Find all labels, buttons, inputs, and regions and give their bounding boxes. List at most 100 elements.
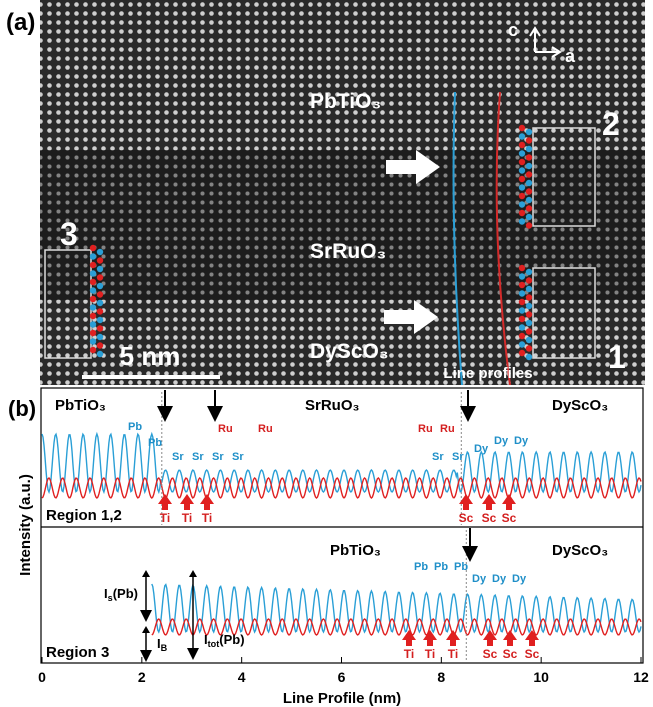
intensity-tot: Itot(Pb) (204, 632, 245, 649)
atom-label: Pb (434, 561, 448, 573)
region-label: Region 1,2 (46, 507, 122, 524)
atom-dot (96, 282, 104, 290)
atom-dot (518, 184, 526, 191)
atom-dot (518, 175, 526, 183)
atom-label: Ru (258, 423, 273, 435)
label-part: B (161, 643, 168, 653)
measure-head (142, 570, 150, 577)
intensity-trace (41, 431, 642, 495)
label-part: (Pb) (113, 586, 138, 601)
scale-bar-label: 5 nm (120, 341, 181, 371)
atom-dot (89, 321, 97, 328)
atom-label: Sr (452, 451, 464, 463)
label-part: I (204, 632, 208, 647)
layer-label: SrRuO₃ (305, 397, 360, 414)
atom-dot (89, 270, 97, 277)
atom-dot (525, 154, 533, 161)
label-part: s (108, 593, 113, 603)
atom-dot (518, 209, 526, 217)
atom-dot (525, 145, 533, 153)
intensity-trace (151, 618, 642, 636)
atom-dot (525, 319, 533, 327)
red-arrow (482, 494, 496, 510)
atom-dot (525, 336, 533, 344)
atom-label: Sr (432, 451, 444, 463)
atom-label: Pb (148, 437, 162, 449)
atom-dot (96, 308, 104, 315)
atom-label: Sr (172, 451, 184, 463)
atom-dot (518, 341, 526, 348)
label-part: (Pb) (219, 632, 244, 647)
intensity-trace (41, 477, 642, 500)
measure-head (189, 570, 197, 577)
label-part: I (104, 586, 108, 601)
atom-dot (518, 167, 526, 174)
micrograph (40, 0, 645, 386)
atom-dot (525, 345, 533, 352)
atom-dot (518, 133, 526, 140)
atom-dot (518, 332, 526, 340)
atom-dot (89, 329, 97, 337)
atom-label: Sc (502, 511, 517, 525)
atom-label: Pb (128, 421, 142, 433)
atom-dot (518, 201, 526, 208)
atom-dot (96, 333, 104, 341)
red-arrow (158, 494, 172, 510)
red-arrow (503, 630, 517, 646)
axis-a: a (565, 46, 576, 66)
red-arrow (200, 494, 214, 510)
atom-dot (96, 350, 104, 358)
atom-dot (525, 285, 533, 293)
x-tick-label: 12 (633, 669, 649, 685)
atom-dot (89, 338, 97, 345)
red-arrow (502, 494, 516, 510)
atom-label: Ru (218, 423, 233, 435)
atom-label: Sr (212, 451, 224, 463)
atom-dot (89, 261, 97, 269)
region-label: Region 3 (46, 644, 109, 661)
atom-label: Ti (160, 511, 170, 525)
red-arrow (423, 630, 437, 646)
atom-label: Ru (440, 423, 455, 435)
atom-dot (525, 162, 533, 170)
red-arrow (525, 630, 539, 646)
atom-dot (525, 268, 533, 276)
layer-label: PbTiO₃ (310, 90, 381, 113)
atom-dot (518, 298, 526, 306)
atom-dot (96, 291, 104, 298)
layer-label: PbTiO₃ (330, 542, 381, 559)
atom-dot (96, 325, 104, 332)
atom-dot (525, 294, 533, 301)
atom-label: Sr (192, 451, 204, 463)
atom-dot (96, 274, 104, 281)
layer-label: DyScO₃ (552, 542, 608, 559)
atom-label: Sc (525, 647, 540, 661)
intensity-s: Is(Pb) (104, 586, 138, 603)
atom-dot (518, 192, 526, 200)
atom-dot (89, 278, 97, 286)
atom-dot (525, 353, 533, 361)
atom-dot (518, 324, 526, 331)
atom-label: Dy (474, 443, 489, 455)
atom-label: Ti (202, 511, 212, 525)
atom-dot (96, 342, 104, 349)
atom-dot (525, 328, 533, 335)
atom-dot (89, 253, 97, 260)
red-arrow (446, 630, 460, 646)
x-tick-label: 6 (338, 669, 346, 685)
atom-dot (96, 299, 104, 307)
atom-dot (525, 196, 533, 204)
layer-label: PbTiO₃ (55, 397, 106, 414)
x-tick-label: 4 (238, 669, 246, 685)
axis-c: c (508, 20, 518, 40)
atom-label: Ti (425, 647, 435, 661)
atom-dot (96, 257, 104, 264)
atom-dot (518, 124, 526, 132)
atom-dot (518, 273, 526, 280)
atom-dot (525, 277, 533, 284)
atom-label: Ti (182, 511, 192, 525)
atom-label: Pb (414, 561, 428, 573)
intensity-b: IB (157, 636, 168, 653)
atom-dot (89, 346, 97, 354)
atom-dot (525, 171, 533, 178)
